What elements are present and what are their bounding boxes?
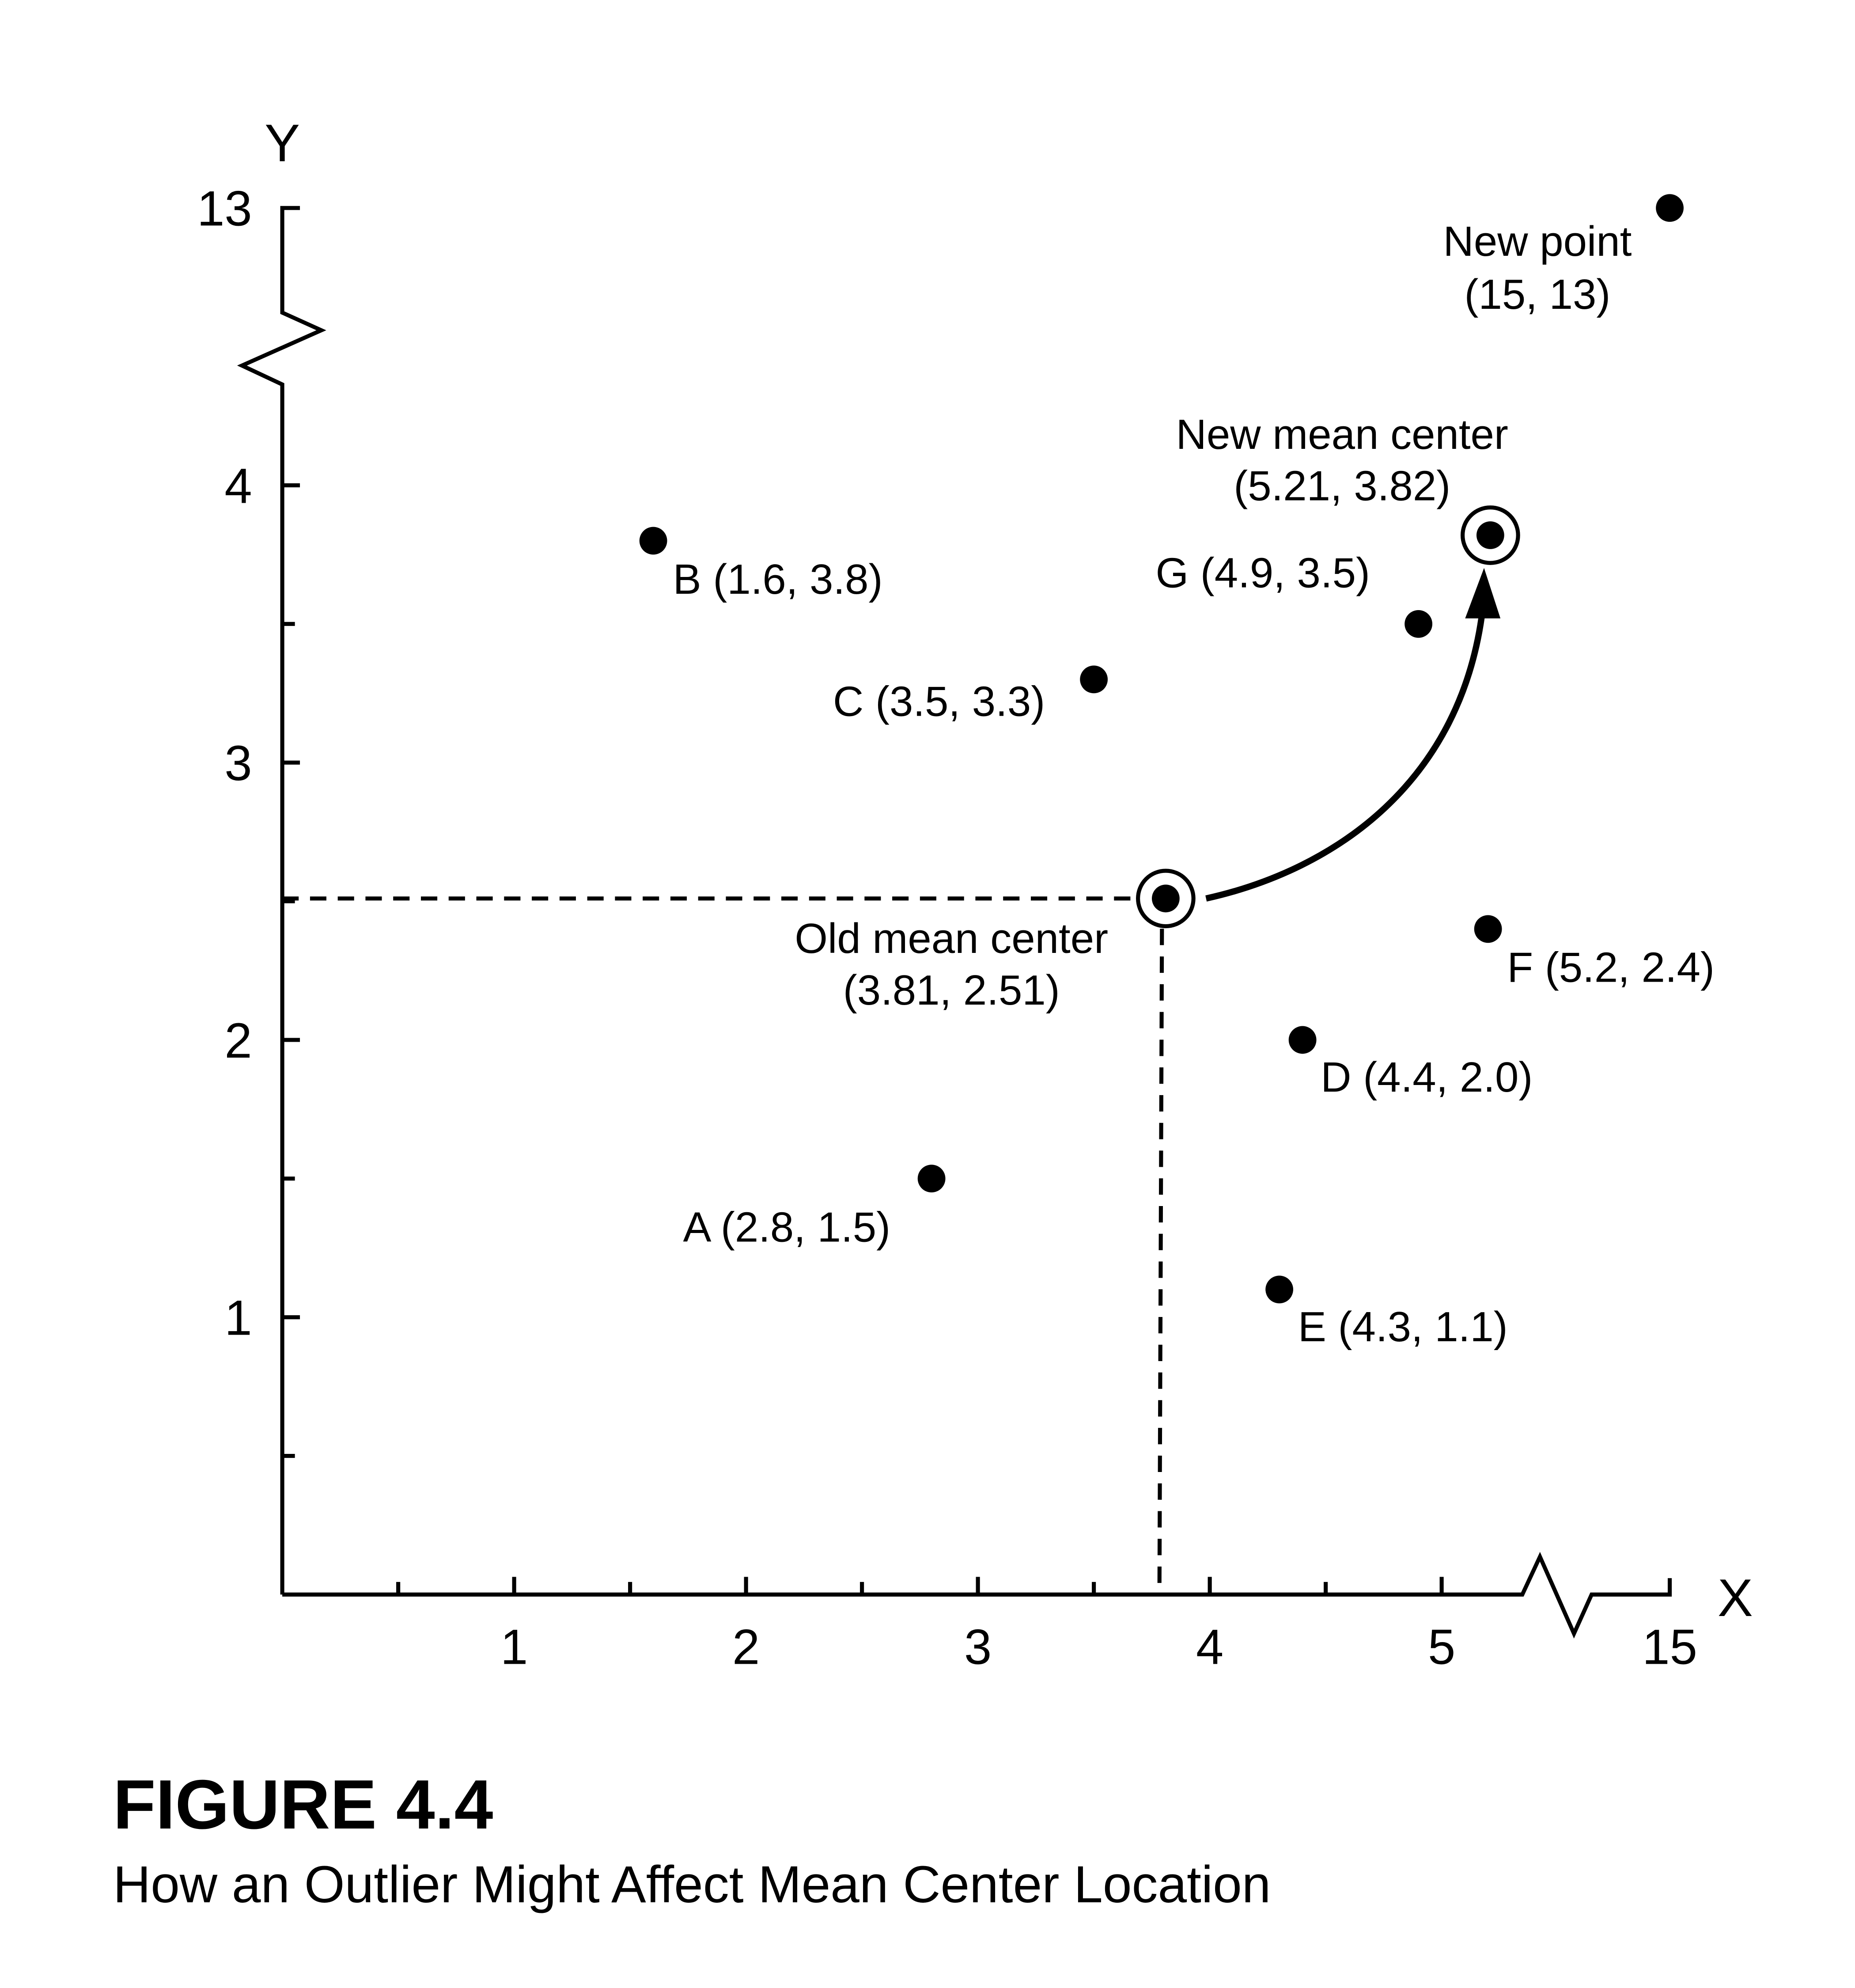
point-label: F (5.2, 2.4) xyxy=(1507,944,1715,991)
figure-caption: How an Outlier Might Affect Mean Center … xyxy=(113,1855,1271,1914)
tick-labels: 1 2 3 4 5 15 1 2 3 4 13Y X xyxy=(197,114,1753,1674)
new-mean-center-dot xyxy=(1476,521,1504,549)
axes xyxy=(237,206,1672,1639)
old-mean-y-guide xyxy=(1157,929,1164,1595)
point-label: New point xyxy=(1443,218,1632,265)
shift-arrow-head xyxy=(1465,568,1501,618)
point-label: C (3.5, 3.3) xyxy=(833,678,1045,725)
y-tick-label: 3 xyxy=(224,736,252,791)
new-mean-label: New mean center xyxy=(1176,411,1508,458)
data-point xyxy=(639,527,667,555)
y-axis-title: Y xyxy=(265,114,300,173)
point-label: (15, 13) xyxy=(1465,271,1611,318)
x-tick-label: 3 xyxy=(964,1619,992,1674)
data-point xyxy=(917,1165,946,1193)
x-tick-label: 2 xyxy=(732,1619,760,1674)
point-labels: A (2.8, 1.5) B (1.6, 3.8) C (3.5, 3.3) D (4… xyxy=(673,218,1715,1351)
new-mean-label: (5.21, 3.82) xyxy=(1234,463,1450,510)
x-axis-title: X xyxy=(1718,1568,1753,1628)
x-tick-label: 4 xyxy=(1196,1619,1223,1674)
point-label: E (4.3, 1.1) xyxy=(1298,1303,1508,1351)
point-label: D (4.4, 2.0) xyxy=(1321,1054,1533,1101)
old-mean-center-ring xyxy=(1136,869,1196,929)
new-mean-center-ring xyxy=(1461,505,1520,565)
figure-label: FIGURE 4.4 xyxy=(113,1766,493,1844)
x-tick-label: 1 xyxy=(500,1619,528,1674)
point-label: A (2.8, 1.5) xyxy=(683,1203,890,1251)
y-tick-label: 4 xyxy=(224,458,252,513)
old-mean-label: (3.81, 2.51) xyxy=(843,967,1060,1014)
point-label: G (4.9, 3.5) xyxy=(1155,550,1370,597)
data-point xyxy=(1474,915,1502,943)
y-tick-label: 13 xyxy=(197,181,252,236)
old-mean-label: Old mean center xyxy=(795,915,1108,962)
y-tick-label: 1 xyxy=(224,1290,252,1346)
shift-arrow-line xyxy=(1205,608,1486,902)
y-axis-line xyxy=(237,206,326,1595)
x-tick-label: 5 xyxy=(1428,1619,1455,1674)
x-axis-line xyxy=(282,1552,1672,1639)
data-point xyxy=(1288,1026,1317,1054)
data-point xyxy=(1080,665,1108,694)
x-tick-label: 15 xyxy=(1642,1619,1697,1674)
data-point xyxy=(1656,194,1684,222)
scatter-chart: 1 2 3 4 5 15 1 2 3 4 13Y X A (2.8, 1.5) B (1.6, 3.8)… xyxy=(197,114,1753,1674)
y-tick-label: 2 xyxy=(224,1013,252,1068)
point-label: B (1.6, 3.8) xyxy=(673,556,883,603)
data-points xyxy=(639,194,1684,1304)
data-point xyxy=(1265,1275,1294,1304)
mean-center-guides xyxy=(282,568,1501,1595)
data-point xyxy=(1404,610,1433,638)
old-mean-center-dot xyxy=(1151,884,1180,913)
